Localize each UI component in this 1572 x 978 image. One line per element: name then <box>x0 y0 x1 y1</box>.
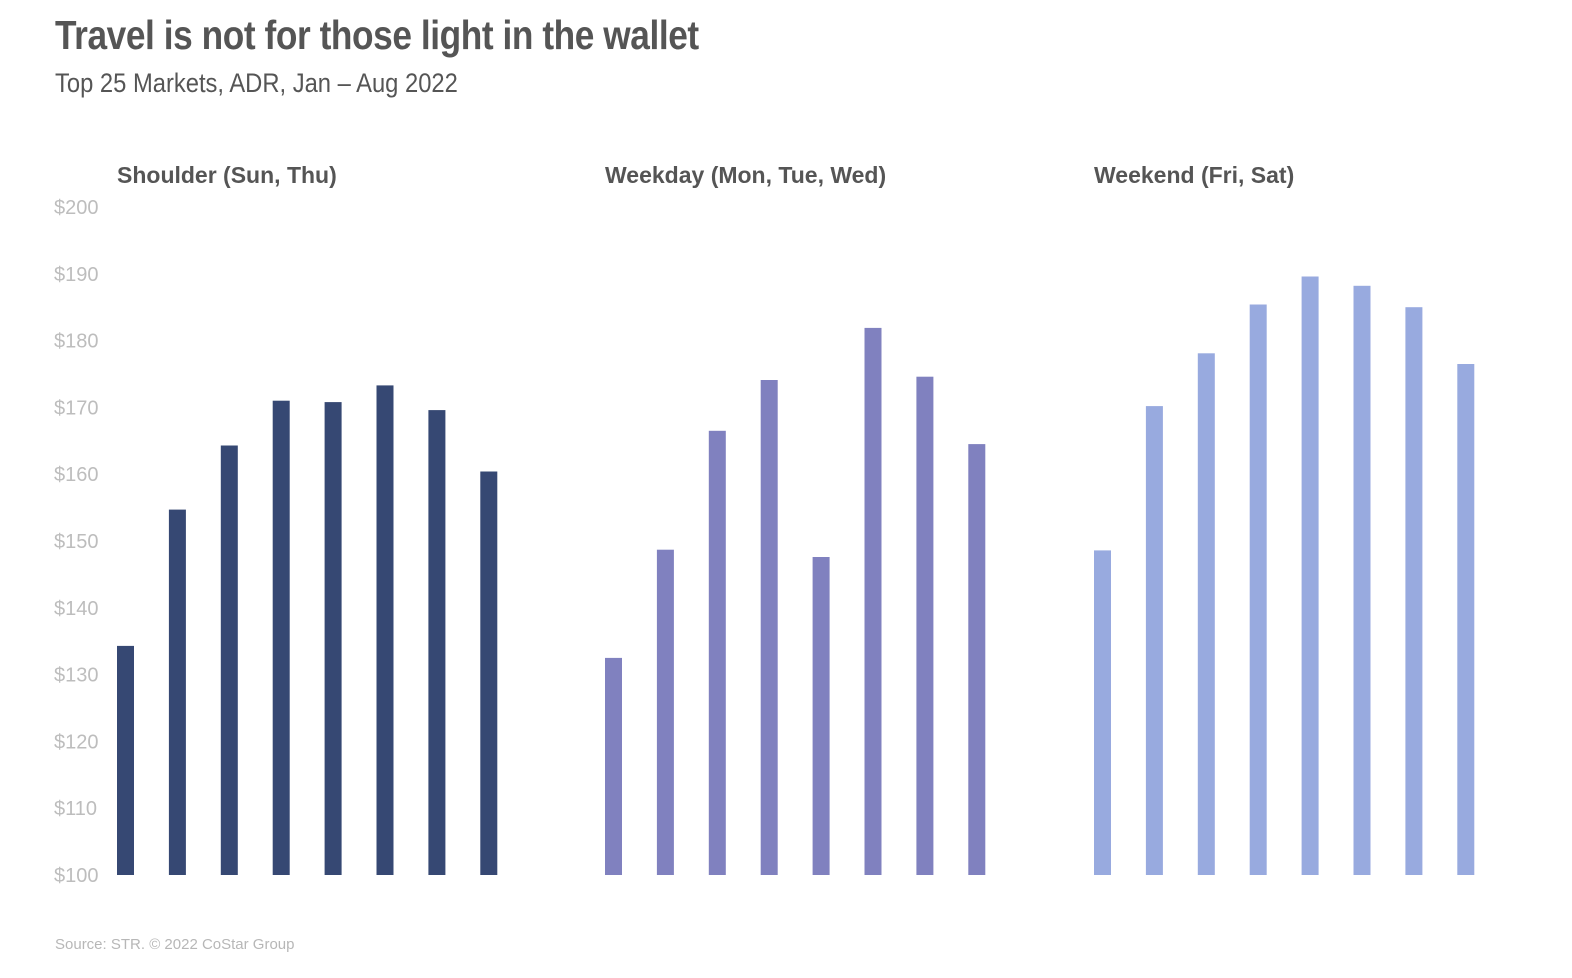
bar-apr <box>272 400 290 875</box>
bar-mar <box>1197 353 1215 875</box>
bar-jul <box>428 410 446 875</box>
bar-jul <box>1405 307 1423 875</box>
bar-mar <box>708 430 726 875</box>
chart-subtitle: Top 25 Markets, ADR, Jan – Aug 2022 <box>55 68 458 98</box>
bar-apr <box>760 380 778 875</box>
panel-title: Shoulder (Sun, Thu) <box>117 162 337 188</box>
bar-feb <box>1145 406 1163 875</box>
panel-1: Shoulder (Sun, Thu) <box>117 162 498 875</box>
y-tick-label: $130 <box>54 665 99 687</box>
panel-title: Weekend (Fri, Sat) <box>1094 162 1294 188</box>
panel-3: Weekend (Fri, Sat) <box>1094 162 1475 875</box>
y-tick-label: $170 <box>54 397 99 419</box>
chart-title: Travel is not for those light in the wal… <box>55 12 699 58</box>
bar-may <box>1301 276 1319 875</box>
bar-jun <box>1353 285 1371 875</box>
bar-jun <box>864 327 882 875</box>
bar-jun <box>376 385 394 875</box>
bar-feb <box>656 549 674 875</box>
bar-aug <box>968 444 986 875</box>
bar-mar <box>220 445 238 875</box>
y-tick-label: $140 <box>54 598 99 620</box>
bar-jul <box>916 376 934 875</box>
y-tick-label: $200 <box>54 197 99 219</box>
bar-may <box>812 557 830 875</box>
bar-apr <box>1249 304 1267 875</box>
y-tick-label: $190 <box>54 264 99 286</box>
bar-feb <box>168 509 186 875</box>
chart-panels: Shoulder (Sun, Thu) Weekday (Mon, Tue, We… <box>117 162 1475 875</box>
y-tick-label: $150 <box>54 531 99 553</box>
y-tick-label: $160 <box>54 464 99 486</box>
bar-may <box>324 402 342 875</box>
y-tick-label: $110 <box>54 798 97 820</box>
bar-chart: $100 $110 $120 $130 $140 $150 $160 $170 $180 $190… <box>54 162 1475 887</box>
panel-2: Weekday (Mon, Tue, Wed) <box>605 162 986 875</box>
bar-aug <box>1457 364 1475 875</box>
bar-aug <box>480 471 498 875</box>
y-tick-label: $120 <box>54 731 99 753</box>
y-tick-label: $100 <box>54 865 99 887</box>
panel-title: Weekday (Mon, Tue, Wed) <box>605 162 886 188</box>
bar-jan <box>1094 550 1111 875</box>
y-tick-label: $180 <box>54 331 99 353</box>
bar-jan <box>605 657 622 875</box>
y-axis: $100 $110 $120 $130 $140 $150 $160 $170 $180 $190… <box>54 197 99 887</box>
source-note: Source: STR. © 2022 CoStar Group <box>55 936 295 953</box>
bar-jan <box>117 645 134 875</box>
